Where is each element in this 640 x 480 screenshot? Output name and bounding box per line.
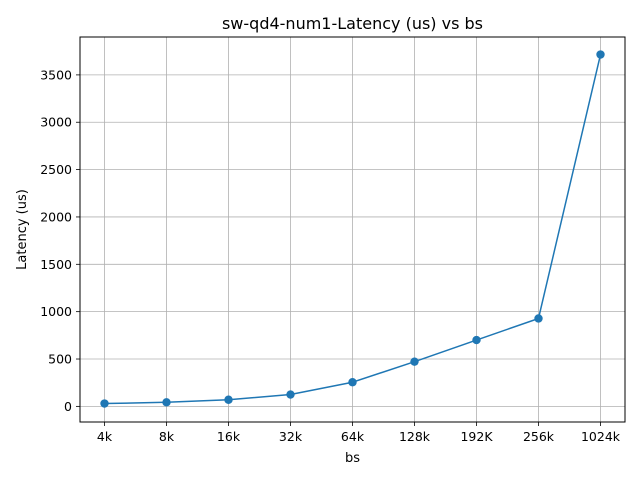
data-point-64k	[348, 378, 357, 387]
data-point-1024k	[596, 50, 605, 59]
y-tick-label: 1000	[40, 304, 72, 319]
y-tick-label: 3500	[40, 67, 72, 82]
y-tick-label: 1500	[40, 257, 72, 272]
data-point-192K	[472, 335, 481, 345]
chart-title: sw-qd4-num1-Latency (us) vs bs	[222, 14, 483, 33]
series-layer	[100, 50, 605, 408]
x-tick-label: 256k	[523, 429, 555, 444]
x-tick-label: 1024k	[581, 429, 621, 444]
x-tick-label: 4k	[97, 429, 113, 444]
data-point-256k	[534, 314, 543, 323]
y-tick-label: 2000	[40, 209, 72, 224]
data-point-8k	[162, 398, 171, 407]
data-point-4k	[100, 399, 109, 408]
axis-ticks: 4k 8k 16k 32k 64k 128k 192K 256k 1024k 0 500 1000 15…	[40, 67, 621, 444]
y-tick-label: 2500	[40, 162, 72, 177]
grid-lines	[80, 37, 625, 422]
data-point-128k	[410, 357, 419, 366]
y-tick-label: 3000	[40, 115, 72, 130]
x-axis-label: bs	[345, 451, 360, 466]
x-tick-label: 8k	[159, 429, 175, 444]
x-tick-label: 64k	[341, 429, 365, 444]
y-tick-label: 0	[64, 399, 72, 414]
x-tick-label: 128k	[399, 429, 431, 444]
y-axis-label: Latency (us)	[15, 189, 30, 270]
x-tick-label: 192K	[460, 429, 493, 444]
x-tick-label: 32k	[279, 429, 303, 444]
x-tick-label: 16k	[217, 429, 241, 444]
y-tick-label: 500	[48, 352, 72, 367]
data-point-16k	[224, 395, 233, 404]
data-point-32k	[286, 390, 295, 399]
